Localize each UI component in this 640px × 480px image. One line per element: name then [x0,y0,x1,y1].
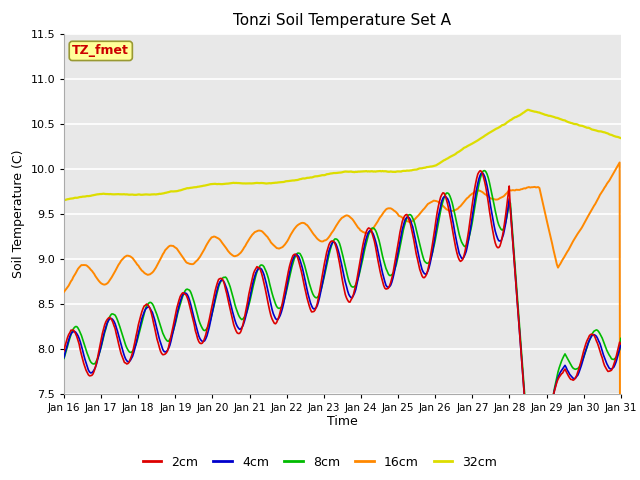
Text: TZ_fmet: TZ_fmet [72,44,129,58]
Y-axis label: Soil Temperature (C): Soil Temperature (C) [12,149,25,278]
Legend: 2cm, 4cm, 8cm, 16cm, 32cm: 2cm, 4cm, 8cm, 16cm, 32cm [138,451,502,474]
Title: Tonzi Soil Temperature Set A: Tonzi Soil Temperature Set A [234,13,451,28]
X-axis label: Time: Time [327,415,358,429]
